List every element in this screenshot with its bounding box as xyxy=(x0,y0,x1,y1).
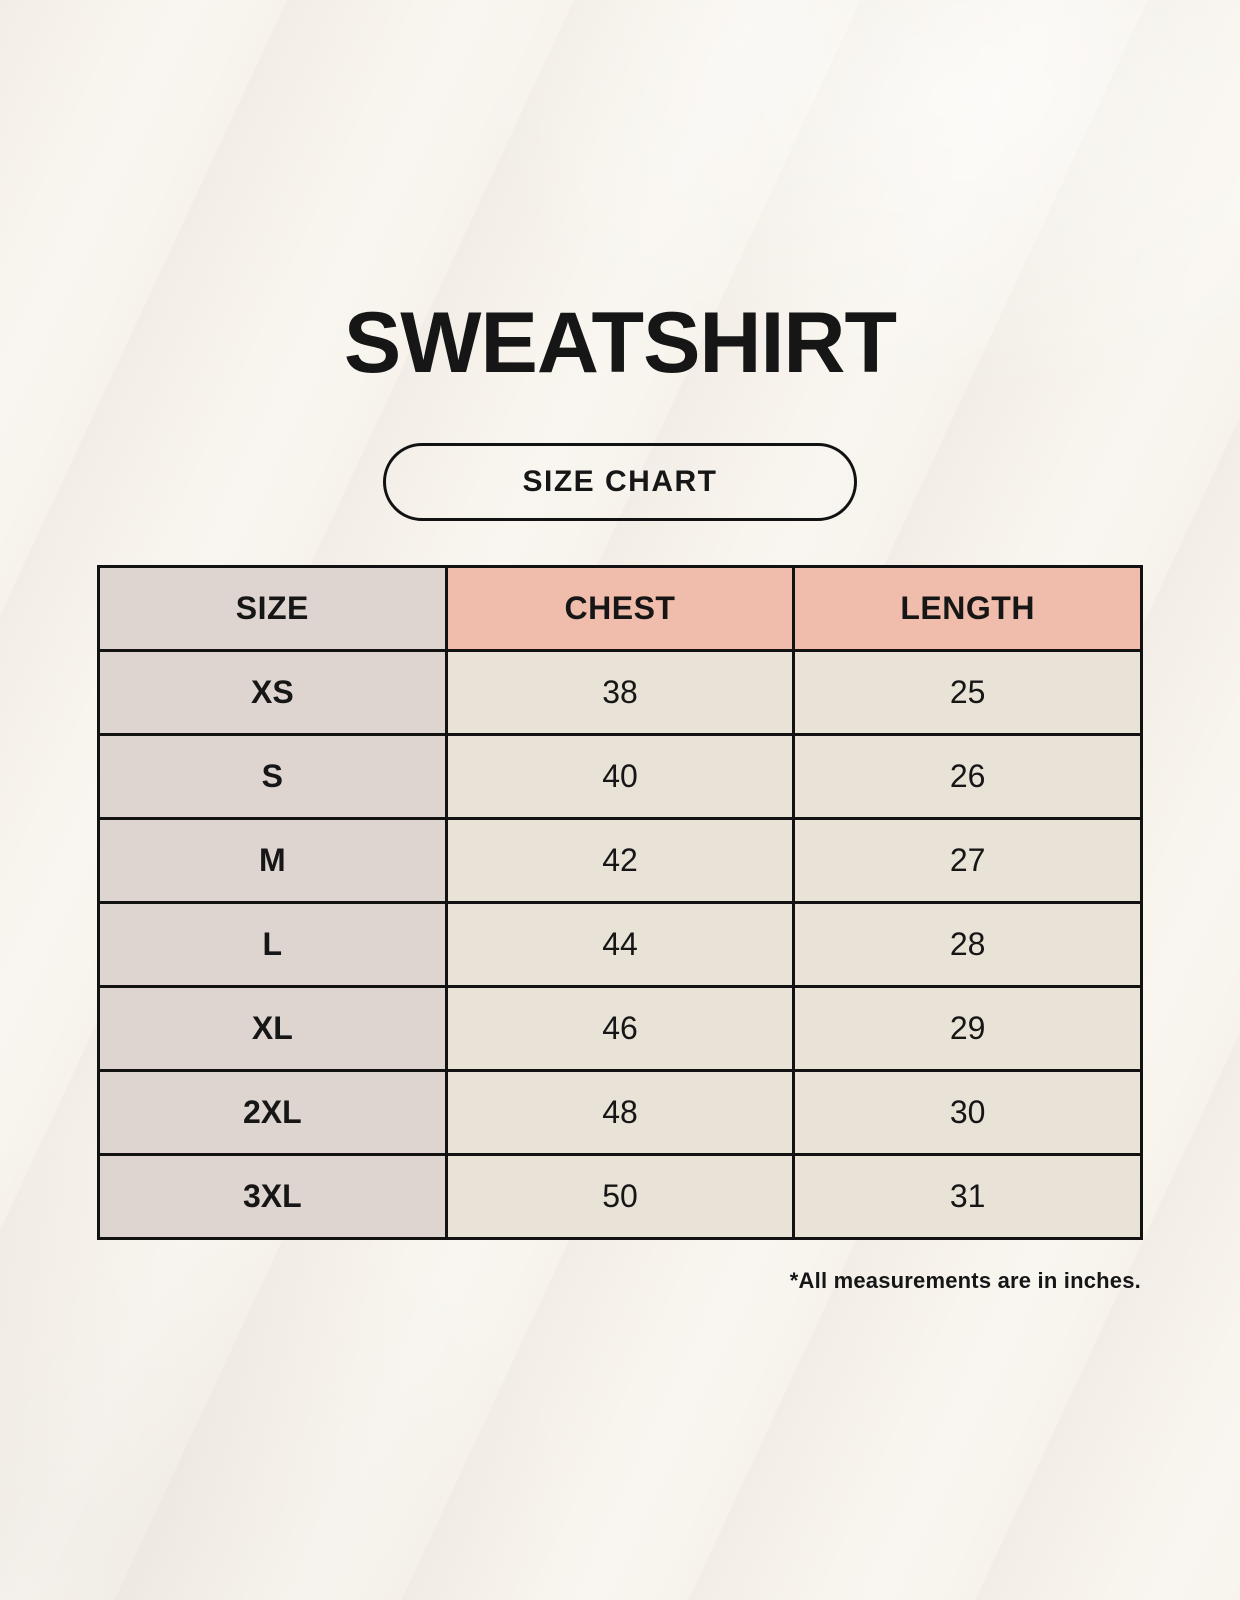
chest-value: 40 xyxy=(444,733,796,820)
size-label: L xyxy=(97,901,448,988)
length-value: 28 xyxy=(792,901,1143,988)
length-value: 31 xyxy=(792,1153,1143,1240)
size-chart-badge-label: SIZE CHART xyxy=(522,465,718,498)
size-chart-badge[interactable]: SIZE CHART xyxy=(383,443,857,521)
table-row-xs: XS 38 25 xyxy=(97,649,1143,736)
length-value: 27 xyxy=(792,817,1143,904)
column-header-chest: CHEST xyxy=(444,565,796,652)
chest-value: 48 xyxy=(444,1069,796,1156)
chest-value: 42 xyxy=(444,817,796,904)
size-label: XS xyxy=(97,649,448,736)
table-row-2xl: 2XL 48 30 xyxy=(97,1069,1143,1156)
chest-value: 44 xyxy=(444,901,796,988)
header-row: SIZE CHEST LENGTH xyxy=(97,565,1143,652)
size-label: XL xyxy=(97,985,448,1072)
size-label: S xyxy=(97,733,448,820)
table-row-l: L 44 28 xyxy=(97,901,1143,988)
chest-value: 50 xyxy=(444,1153,796,1240)
table-row-xl: XL 46 29 xyxy=(97,985,1143,1072)
column-header-size: SIZE xyxy=(97,565,448,652)
length-value: 25 xyxy=(792,649,1143,736)
size-label: 2XL xyxy=(97,1069,448,1156)
table-row-3xl: 3XL 50 31 xyxy=(97,1153,1143,1240)
size-label: M xyxy=(97,817,448,904)
length-value: 29 xyxy=(792,985,1143,1072)
chest-value: 46 xyxy=(444,985,796,1072)
size-chart-table: SIZE CHEST LENGTH XS 38 25 S 40 26 M 42 … xyxy=(97,565,1143,1240)
table-row-m: M 42 27 xyxy=(97,817,1143,904)
chest-value: 38 xyxy=(444,649,796,736)
length-value: 30 xyxy=(792,1069,1143,1156)
size-label: 3XL xyxy=(97,1153,448,1240)
length-value: 26 xyxy=(792,733,1143,820)
table-row-s: S 40 26 xyxy=(97,733,1143,820)
column-header-length: LENGTH xyxy=(792,565,1143,652)
measurement-unit-note: *All measurements are in inches. xyxy=(789,1268,1141,1293)
page-title: SWEATSHIRT xyxy=(343,295,897,391)
